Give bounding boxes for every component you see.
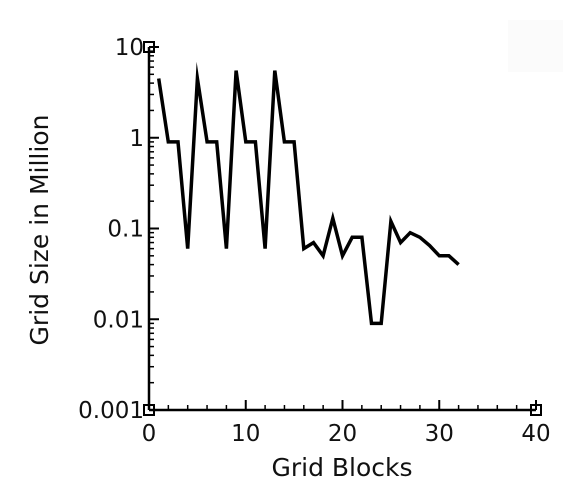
x-ticks: 0 10 20 30 40 [142,400,551,447]
x-axis-title: Grid Blocks [271,453,412,480]
y-tick-label: 0.1 [107,217,144,243]
x-tick-label: 30 [425,421,454,447]
y-tick-label: 0.01 [93,307,144,333]
x-tick-label: 20 [328,421,357,447]
series-layer [156,61,460,326]
y-tick-label: 1 [129,126,144,152]
x-tick-label: 40 [521,421,550,447]
corner-panel [508,20,563,72]
x-tick-label: 0 [142,421,157,447]
x-tick-label: 10 [231,421,260,447]
y-ticks: 0.001 0.01 0.1 1 10 [78,35,159,424]
y-axis-title: Grid Size in Million [25,115,54,346]
series-line [156,61,460,326]
y-tick-label: 0.001 [78,398,144,424]
y-tick-label: 10 [115,35,144,61]
